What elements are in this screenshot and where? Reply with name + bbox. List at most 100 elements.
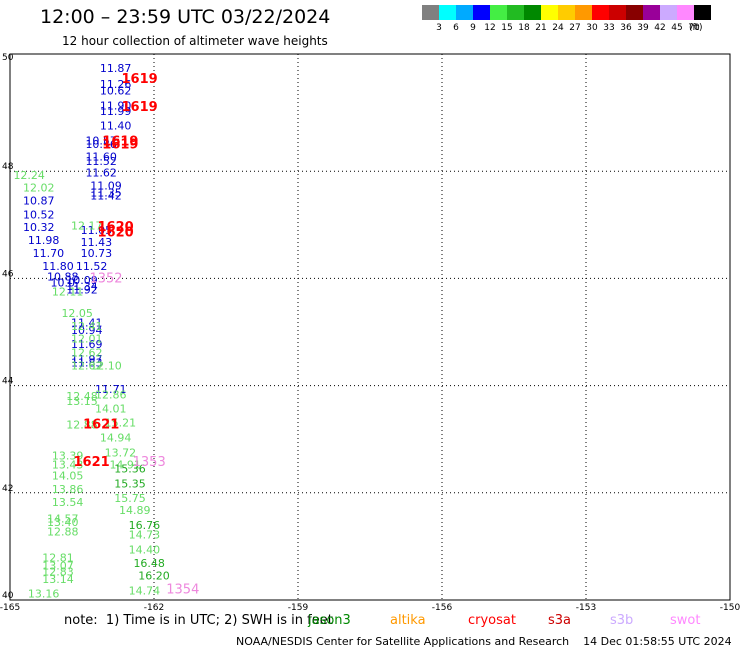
color-swatch bbox=[456, 5, 473, 20]
footer-credit: NOAA/NESDIS Center for Satellite Applica… bbox=[236, 635, 732, 648]
data-point-label: 11.69 bbox=[71, 338, 103, 351]
data-point-label: 14.01 bbox=[95, 402, 127, 415]
color-tick-label: 3 bbox=[436, 23, 442, 33]
data-point-label: 13.72 bbox=[105, 446, 137, 459]
color-tick-label: 70 bbox=[688, 23, 700, 33]
y-tick-label: 46 bbox=[2, 269, 14, 279]
data-point-label: 10.0 bbox=[51, 276, 76, 289]
color-swatch bbox=[677, 5, 694, 20]
data-point-label: 10.62 bbox=[100, 85, 132, 98]
data-point-label: 13.07 bbox=[42, 559, 74, 572]
data-point-label: 1619 bbox=[102, 138, 138, 153]
data-point-label: 10.56 bbox=[85, 138, 117, 151]
color-swatch bbox=[473, 5, 490, 20]
data-point-label: 11.43 bbox=[81, 236, 113, 249]
data-point-label: 12.81 bbox=[42, 551, 74, 564]
data-point-label: 12.10 bbox=[90, 360, 122, 373]
data-point-label: 13.39 bbox=[52, 450, 84, 463]
data-point-label: 11.41 bbox=[71, 317, 103, 330]
y-tick-label: 40 bbox=[2, 591, 14, 601]
color-tick-label: 45 bbox=[671, 23, 683, 33]
color-tick-label: 24 bbox=[552, 23, 564, 33]
data-point-label: 14.40 bbox=[129, 543, 161, 556]
data-point-label: 12.48 bbox=[66, 390, 98, 403]
data-point-label: 1619 bbox=[122, 72, 158, 87]
data-point-label: 13.86 bbox=[52, 483, 84, 496]
data-point-label: 11.09 bbox=[90, 179, 122, 192]
legend-item-jason3: jason3 bbox=[308, 613, 351, 628]
data-point-label: 11.98 bbox=[28, 234, 60, 247]
legend-item-cryosat: cryosat bbox=[468, 613, 516, 628]
data-point-label: 12.62 bbox=[71, 360, 103, 373]
data-point-label: 12.02 bbox=[23, 182, 55, 195]
data-point-label: 16.76 bbox=[129, 519, 161, 532]
color-swatch bbox=[558, 5, 575, 20]
data-point-label: 1620 bbox=[98, 226, 134, 241]
data-point-label: 11.35 bbox=[90, 186, 122, 199]
color-swatch bbox=[439, 5, 456, 20]
data-point-label: 11.05 bbox=[81, 224, 113, 237]
data-point-label: 12.01 bbox=[71, 333, 103, 346]
data-point-label: 10.88 bbox=[47, 271, 79, 284]
data-point-label: 10.94 bbox=[71, 324, 103, 337]
data-point-label: 13.14 bbox=[42, 573, 74, 586]
data-point-label: 12.86 bbox=[95, 388, 127, 401]
data-point-label: 13.16 bbox=[28, 587, 60, 600]
data-point-label: 15.35 bbox=[114, 477, 146, 490]
x-tick-label: -150 bbox=[720, 603, 740, 610]
data-point-label: 10.52 bbox=[23, 208, 55, 221]
data-point-label: 12.88 bbox=[66, 418, 98, 431]
color-swatch bbox=[507, 5, 524, 20]
data-point-label: 11.87 bbox=[100, 62, 132, 75]
data-point-label: 1621 bbox=[83, 417, 119, 432]
legend-item-s3a: s3a bbox=[548, 613, 572, 628]
color-tick-label: 21 bbox=[535, 23, 547, 33]
x-tick-label: -153 bbox=[576, 603, 596, 610]
note-text: note: 1) Time is in UTC; 2) SWH is in fe… bbox=[64, 613, 333, 628]
x-tick-label: -159 bbox=[288, 603, 309, 610]
data-point-label: 16.48 bbox=[133, 557, 165, 570]
data-point-label: 11.60 bbox=[85, 150, 117, 163]
data-point-label: 10.09 bbox=[66, 274, 98, 287]
data-point-label: 10.32 bbox=[23, 221, 55, 234]
data-point-label: 11.90 bbox=[100, 100, 132, 113]
color-tick-label: 39 bbox=[637, 23, 649, 33]
data-point-label: 11.97 bbox=[71, 353, 103, 366]
color-tick-label: 36 bbox=[620, 23, 632, 33]
data-point-label: 11.40 bbox=[100, 119, 132, 132]
y-tick-label: 50 bbox=[2, 53, 14, 63]
color-swatch bbox=[524, 5, 541, 20]
data-point-label: 16.20 bbox=[138, 570, 170, 583]
color-swatch bbox=[592, 5, 609, 20]
x-tick-label: -156 bbox=[432, 603, 453, 610]
data-point-label: 11.62 bbox=[85, 167, 117, 180]
data-point-label: 10.73 bbox=[81, 247, 113, 260]
x-tick-label: -162 bbox=[144, 603, 164, 610]
data-point-label: 14.89 bbox=[119, 504, 151, 517]
plot-area: -165 -162 -159 -156 -153 -150 40 42 44 46 48 50 11.8… bbox=[0, 53, 740, 610]
data-point-label: 12.11 bbox=[52, 286, 84, 299]
chart-title: 12:00 – 23:59 UTC 03/22/2024 bbox=[40, 6, 331, 28]
data-point-label: 15.75 bbox=[114, 492, 146, 505]
data-point-label: 12.83 bbox=[42, 565, 74, 578]
legend-item-swot: swot bbox=[670, 613, 701, 628]
color-swatch bbox=[422, 5, 439, 20]
data-point-label: 11.52 bbox=[85, 155, 117, 168]
data-point-label: 1354 bbox=[166, 583, 199, 598]
legend-item-altika: altika bbox=[390, 613, 426, 628]
y-tick-label: 42 bbox=[2, 484, 13, 494]
data-point-label: 1353 bbox=[133, 455, 166, 470]
data-point-label: 15.21 bbox=[105, 416, 137, 429]
plot-frame bbox=[9, 53, 731, 601]
y-tick-label: 48 bbox=[2, 162, 14, 172]
color-tick-label: 18 bbox=[518, 23, 530, 33]
color-swatch bbox=[490, 5, 507, 20]
color-tick-label: 42 bbox=[654, 23, 666, 33]
x-tick-label: -165 bbox=[0, 603, 20, 610]
data-point-label: 14.57 bbox=[47, 512, 79, 525]
data-point-label: 13.43 bbox=[52, 459, 84, 472]
data-point-label: 11.71 bbox=[95, 383, 127, 396]
data-point-label: 1619 bbox=[102, 134, 138, 149]
color-swatch bbox=[660, 5, 677, 20]
data-point-label: 14.05 bbox=[52, 469, 84, 482]
